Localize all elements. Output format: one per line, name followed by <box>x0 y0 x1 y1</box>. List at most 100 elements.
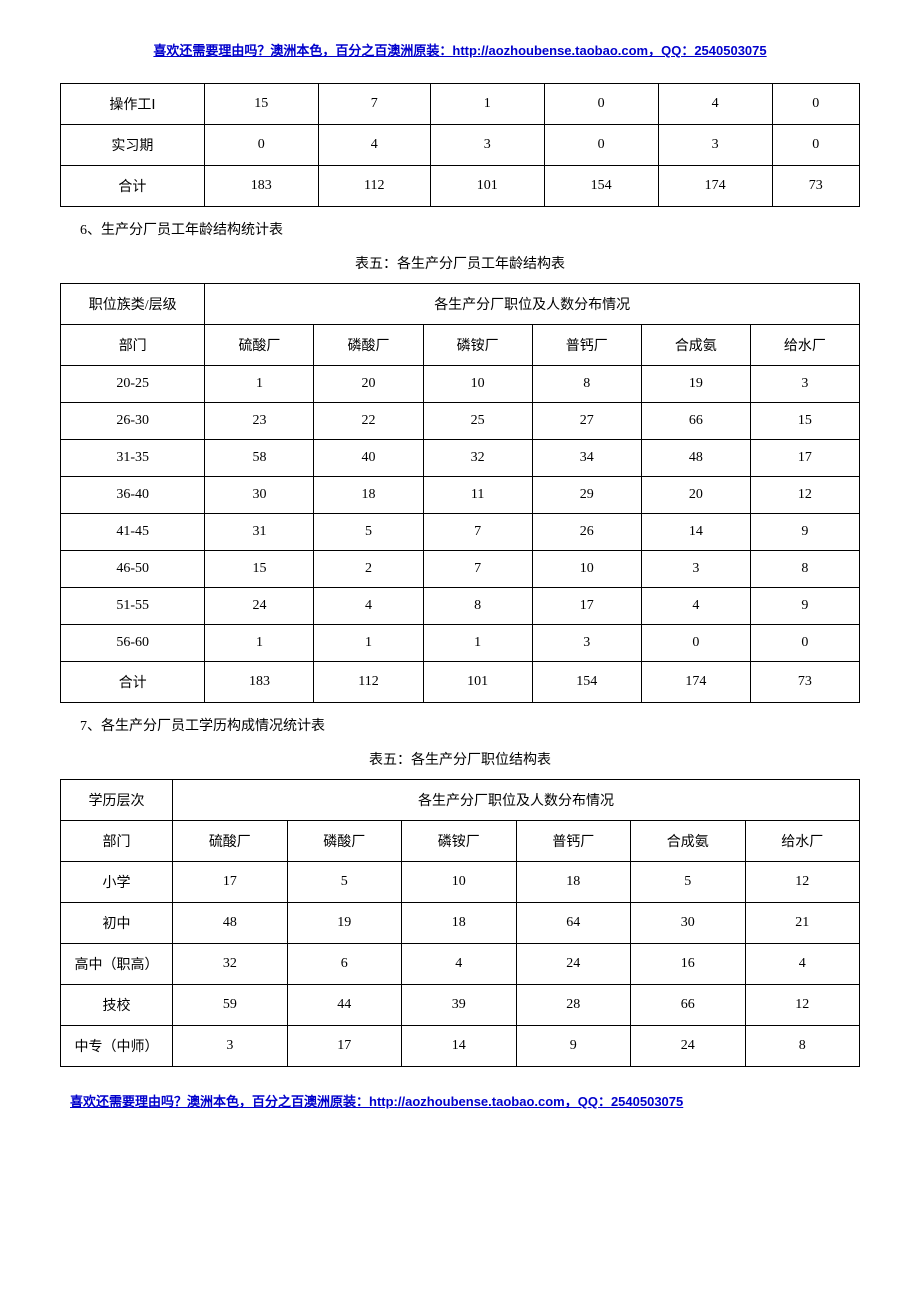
cell: 15 <box>750 403 859 440</box>
cell: 17 <box>287 1026 401 1067</box>
cell: 0 <box>204 125 318 166</box>
table-age-structure: 职位族类/层级 各生产分厂职位及人数分布情况 部门硫酸厂磷酸厂磷铵厂普钙厂合成氨… <box>60 283 860 703</box>
cell: 1 <box>205 625 314 662</box>
cell: 19 <box>287 903 401 944</box>
cell: 183 <box>205 662 314 703</box>
dept-label: 部门 <box>61 325 205 366</box>
cell: 9 <box>516 1026 630 1067</box>
cell: 31 <box>205 514 314 551</box>
row-label: 技校 <box>61 985 173 1026</box>
cell: 7 <box>423 514 532 551</box>
cell: 0 <box>772 84 859 125</box>
footer-link[interactable]: 喜欢还需要理由吗？澳洲本色，百分之百澳洲原装：http://aozhoubens… <box>60 1091 860 1110</box>
header-link[interactable]: 喜欢还需要理由吗？澳洲本色，百分之百澳洲原装：http://aozhoubens… <box>60 40 860 59</box>
col-header: 给水厂 <box>750 325 859 366</box>
cell: 3 <box>173 1026 287 1067</box>
row-label: 合计 <box>61 166 205 207</box>
row-label: 41-45 <box>61 514 205 551</box>
cell: 101 <box>423 662 532 703</box>
section-7-title: 7、各生产分厂员工学历构成情况统计表 <box>80 715 860 735</box>
cell: 12 <box>745 862 860 903</box>
table-5-age-caption: 表五：各生产分厂员工年龄结构表 <box>60 253 860 273</box>
table-row: 20-25120108193 <box>61 366 860 403</box>
cell: 4 <box>314 588 423 625</box>
cell: 4 <box>641 588 750 625</box>
cell: 59 <box>173 985 287 1026</box>
col-header: 硫酸厂 <box>173 821 287 862</box>
cell: 1 <box>423 625 532 662</box>
cell: 73 <box>750 662 859 703</box>
cell: 21 <box>745 903 860 944</box>
table-row: 31-35584032344817 <box>61 440 860 477</box>
cell: 24 <box>631 1026 745 1067</box>
cell: 14 <box>402 1026 516 1067</box>
table-education-structure: 学历层次 各生产分厂职位及人数分布情况 部门硫酸厂磷酸厂磷铵厂普钙厂合成氨给水厂… <box>60 779 860 1067</box>
cell: 40 <box>314 440 423 477</box>
table-row: 26-30232225276615 <box>61 403 860 440</box>
cell: 18 <box>402 903 516 944</box>
cell: 3 <box>430 125 544 166</box>
cell: 9 <box>750 588 859 625</box>
cell: 154 <box>544 166 658 207</box>
cell: 4 <box>318 125 430 166</box>
cell: 0 <box>544 84 658 125</box>
cell: 16 <box>631 944 745 985</box>
cell: 17 <box>173 862 287 903</box>
cell: 0 <box>750 625 859 662</box>
cell: 66 <box>631 985 745 1026</box>
cell: 27 <box>532 403 641 440</box>
age-h1: 职位族类/层级 <box>61 284 205 325</box>
table-row: 41-45315726149 <box>61 514 860 551</box>
cell: 0 <box>641 625 750 662</box>
cell: 26 <box>532 514 641 551</box>
row-label: 46-50 <box>61 551 205 588</box>
cell: 48 <box>641 440 750 477</box>
cell: 10 <box>402 862 516 903</box>
cell: 3 <box>658 125 772 166</box>
table-row: 小学1751018512 <box>61 862 860 903</box>
cell: 3 <box>641 551 750 588</box>
row-label: 26-30 <box>61 403 205 440</box>
cell: 8 <box>532 366 641 403</box>
cell: 7 <box>318 84 430 125</box>
cell: 5 <box>314 514 423 551</box>
cell: 6 <box>287 944 401 985</box>
cell: 29 <box>532 477 641 514</box>
cell: 24 <box>516 944 630 985</box>
col-header: 磷铵厂 <box>423 325 532 366</box>
cell: 20 <box>314 366 423 403</box>
row-label: 56-60 <box>61 625 205 662</box>
cell: 8 <box>750 551 859 588</box>
cell: 1 <box>430 84 544 125</box>
cell: 64 <box>516 903 630 944</box>
cell: 9 <box>750 514 859 551</box>
row-label: 高中（职高） <box>61 944 173 985</box>
cell: 5 <box>631 862 745 903</box>
cell: 3 <box>750 366 859 403</box>
edu-h1: 学历层次 <box>61 780 173 821</box>
cell: 30 <box>631 903 745 944</box>
col-header: 磷酸厂 <box>287 821 401 862</box>
cell: 17 <box>750 440 859 477</box>
cell: 22 <box>314 403 423 440</box>
cell: 0 <box>544 125 658 166</box>
cell: 73 <box>772 166 859 207</box>
cell: 3 <box>532 625 641 662</box>
cell: 0 <box>772 125 859 166</box>
col-header: 磷酸厂 <box>314 325 423 366</box>
cell: 10 <box>423 366 532 403</box>
cell: 32 <box>173 944 287 985</box>
cell: 112 <box>314 662 423 703</box>
table-row: 中专（中师）317149248 <box>61 1026 860 1067</box>
cell: 15 <box>204 84 318 125</box>
cell: 183 <box>204 166 318 207</box>
table-row: 36-40301811292012 <box>61 477 860 514</box>
table-row: 合计18311210115417473 <box>61 662 860 703</box>
cell: 11 <box>423 477 532 514</box>
cell: 20 <box>641 477 750 514</box>
table-row: 高中（职高）326424164 <box>61 944 860 985</box>
cell: 34 <box>532 440 641 477</box>
table-row: 46-5015271038 <box>61 551 860 588</box>
row-label: 51-55 <box>61 588 205 625</box>
cell: 4 <box>745 944 860 985</box>
